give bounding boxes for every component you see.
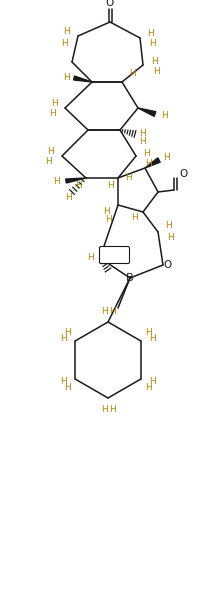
- Text: H: H: [162, 111, 168, 120]
- Polygon shape: [74, 76, 92, 82]
- Text: H: H: [145, 384, 152, 393]
- Text: H: H: [149, 334, 156, 343]
- Text: H: H: [60, 377, 67, 385]
- Text: H: H: [54, 177, 60, 186]
- Text: H: H: [144, 149, 150, 158]
- Text: H: H: [150, 40, 156, 49]
- Text: H: H: [46, 157, 52, 165]
- Text: H: H: [165, 222, 171, 231]
- Text: H: H: [152, 58, 158, 66]
- Polygon shape: [66, 178, 86, 183]
- Text: H: H: [153, 68, 159, 76]
- Text: H: H: [145, 160, 151, 168]
- Text: H: H: [107, 181, 113, 190]
- Text: H: H: [63, 27, 69, 37]
- Text: H: H: [101, 307, 107, 315]
- Text: H: H: [61, 39, 67, 47]
- Text: O: O: [164, 260, 172, 270]
- Text: H: H: [103, 206, 109, 215]
- Text: H: H: [130, 69, 136, 78]
- Text: H: H: [139, 129, 145, 138]
- Text: O: O: [179, 169, 187, 179]
- Text: Abs: Abs: [107, 250, 123, 260]
- Text: H: H: [88, 253, 94, 263]
- Text: H: H: [164, 154, 170, 162]
- Text: H: H: [48, 146, 54, 155]
- FancyBboxPatch shape: [99, 247, 130, 263]
- Text: H: H: [64, 384, 71, 393]
- Text: H: H: [63, 72, 69, 81]
- Text: O: O: [106, 0, 114, 8]
- Polygon shape: [138, 108, 156, 116]
- Text: H: H: [145, 327, 152, 337]
- Text: H: H: [51, 98, 57, 107]
- Text: H: H: [139, 138, 145, 146]
- Text: H: H: [101, 404, 107, 413]
- Text: H: H: [75, 181, 81, 190]
- Text: B: B: [126, 273, 134, 283]
- Text: H: H: [49, 109, 55, 117]
- Text: H: H: [131, 213, 137, 222]
- Text: H: H: [147, 30, 153, 39]
- Text: H: H: [149, 377, 156, 385]
- Text: H: H: [126, 174, 132, 183]
- Polygon shape: [145, 158, 160, 168]
- Text: H: H: [60, 334, 67, 343]
- Text: H: H: [109, 307, 115, 315]
- Text: H: H: [105, 215, 111, 224]
- Text: H: H: [64, 327, 71, 337]
- Text: H: H: [65, 193, 71, 202]
- Text: H: H: [109, 404, 115, 413]
- Text: H: H: [167, 232, 173, 241]
